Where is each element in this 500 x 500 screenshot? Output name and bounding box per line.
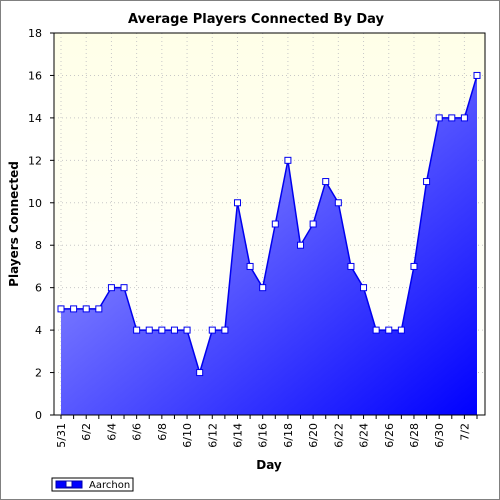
data-point-6-7 — [145, 326, 153, 334]
y-tick-label: 18 — [28, 27, 42, 40]
data-point-6-30 — [435, 114, 443, 122]
data-point-6-28 — [410, 262, 418, 270]
data-point-6-23 — [347, 262, 355, 270]
y-tick-label: 2 — [35, 367, 42, 380]
y-tick-label: 10 — [28, 197, 42, 210]
x-tick-label: 6/12 — [206, 423, 219, 448]
data-point-6-4 — [107, 284, 115, 292]
data-point-6-12 — [208, 326, 216, 334]
data-point-6-19 — [297, 241, 305, 249]
legend-label-aarchon: Aarchon — [89, 480, 130, 491]
data-point-6-18 — [284, 156, 292, 164]
data-point-7-2 — [460, 114, 468, 122]
x-tick-label: 6/24 — [358, 423, 371, 448]
plot-border — [53, 32, 486, 416]
x-tick-label: 6/18 — [282, 423, 295, 448]
data-point-5-31 — [57, 305, 65, 313]
data-point-6-11 — [196, 369, 204, 377]
data-point-6-14 — [233, 199, 241, 207]
data-point-6-16 — [259, 284, 267, 292]
x-tick-label: 6/2 — [80, 423, 93, 441]
data-point-6-1 — [70, 305, 78, 313]
data-point-6-27 — [397, 326, 405, 334]
legend-marker — [65, 480, 73, 488]
data-point-6-8 — [158, 326, 166, 334]
data-point-6-24 — [360, 284, 368, 292]
x-tick-label: 6/30 — [433, 423, 446, 448]
x-axis-ticks: 5/31 6/2 6/4 6/6 6/8 6/10 6/12 6/14 6/16 6/18 6/20… — [55, 415, 478, 448]
data-point-6-13 — [221, 326, 229, 334]
y-axis-ticks: 0 2 4 6 8 10 12 14 16 18 — [28, 27, 54, 422]
data-point-6-25 — [372, 326, 380, 334]
x-axis-title: Day — [256, 458, 282, 472]
x-tick-label: 6/8 — [156, 423, 169, 441]
x-tick-label: 6/10 — [181, 423, 194, 448]
series-markers — [57, 71, 481, 377]
x-tick-label: 6/4 — [105, 423, 118, 441]
series-line-aarchon — [61, 75, 478, 376]
x-tick-label: 6/14 — [231, 423, 244, 448]
x-tick-label: 5/31 — [55, 423, 68, 448]
chart-title: Average Players Connected By Day — [128, 12, 384, 27]
x-tick-label: 6/28 — [408, 423, 421, 448]
x-tick-label: 6/20 — [307, 423, 320, 448]
data-point-6-2 — [82, 305, 90, 313]
data-point-6-17 — [271, 220, 279, 228]
data-point-6-6 — [133, 326, 141, 334]
data-point-6-29 — [423, 178, 431, 186]
data-point-6-3 — [95, 305, 103, 313]
data-point-6-10 — [183, 326, 191, 334]
data-point-7-3 — [473, 71, 481, 79]
x-tick-label: 6/16 — [257, 423, 270, 448]
x-tick-label: 6/6 — [131, 423, 144, 441]
y-tick-label: 0 — [35, 409, 42, 422]
y-tick-label: 8 — [35, 239, 42, 252]
data-point-6-9 — [170, 326, 178, 334]
data-point-6-15 — [246, 262, 254, 270]
y-tick-label: 16 — [28, 69, 42, 82]
y-axis-title: Players Connected — [7, 161, 21, 287]
x-tick-label: 7/2 — [458, 423, 471, 441]
y-tick-label: 14 — [28, 112, 42, 125]
y-tick-label: 6 — [35, 282, 42, 295]
data-point-6-5 — [120, 284, 128, 292]
legend: Aarchon — [51, 477, 134, 492]
x-tick-label: 6/22 — [332, 423, 345, 448]
x-tick-label: 6/26 — [383, 423, 396, 448]
data-point-6-26 — [385, 326, 393, 334]
data-point-6-21 — [322, 178, 330, 186]
y-tick-label: 4 — [35, 324, 42, 337]
data-point-6-20 — [309, 220, 317, 228]
data-point-6-22 — [334, 199, 342, 207]
y-tick-label: 12 — [28, 154, 42, 167]
data-point-7-1 — [448, 114, 456, 122]
